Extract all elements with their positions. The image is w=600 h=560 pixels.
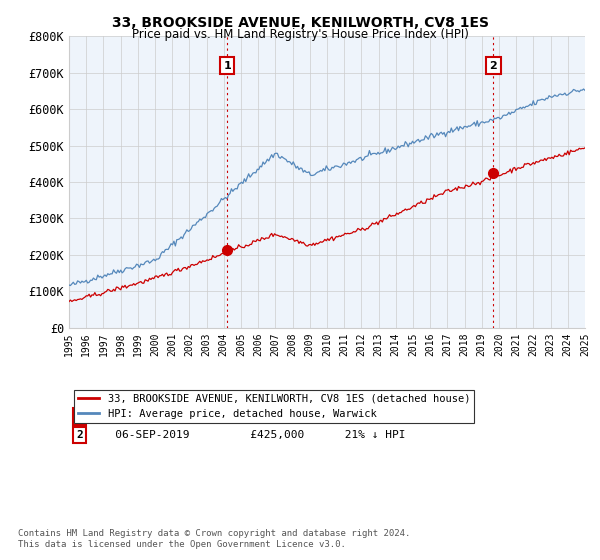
Text: 17-MAR-2004         £212,500      29% ↓ HPI: 17-MAR-2004 £212,500 29% ↓ HPI xyxy=(95,412,406,422)
Text: Contains HM Land Registry data © Crown copyright and database right 2024.
This d: Contains HM Land Registry data © Crown c… xyxy=(18,529,410,549)
Text: 33, BROOKSIDE AVENUE, KENILWORTH, CV8 1ES: 33, BROOKSIDE AVENUE, KENILWORTH, CV8 1E… xyxy=(112,16,488,30)
Text: 1: 1 xyxy=(76,412,83,422)
Text: 1: 1 xyxy=(223,60,231,71)
Text: 2: 2 xyxy=(76,430,83,440)
Legend: 33, BROOKSIDE AVENUE, KENILWORTH, CV8 1ES (detached house), HPI: Average price, : 33, BROOKSIDE AVENUE, KENILWORTH, CV8 1E… xyxy=(74,390,474,423)
Text: 06-SEP-2019         £425,000      21% ↓ HPI: 06-SEP-2019 £425,000 21% ↓ HPI xyxy=(95,430,406,440)
Text: 2: 2 xyxy=(490,60,497,71)
Text: Price paid vs. HM Land Registry's House Price Index (HPI): Price paid vs. HM Land Registry's House … xyxy=(131,28,469,41)
